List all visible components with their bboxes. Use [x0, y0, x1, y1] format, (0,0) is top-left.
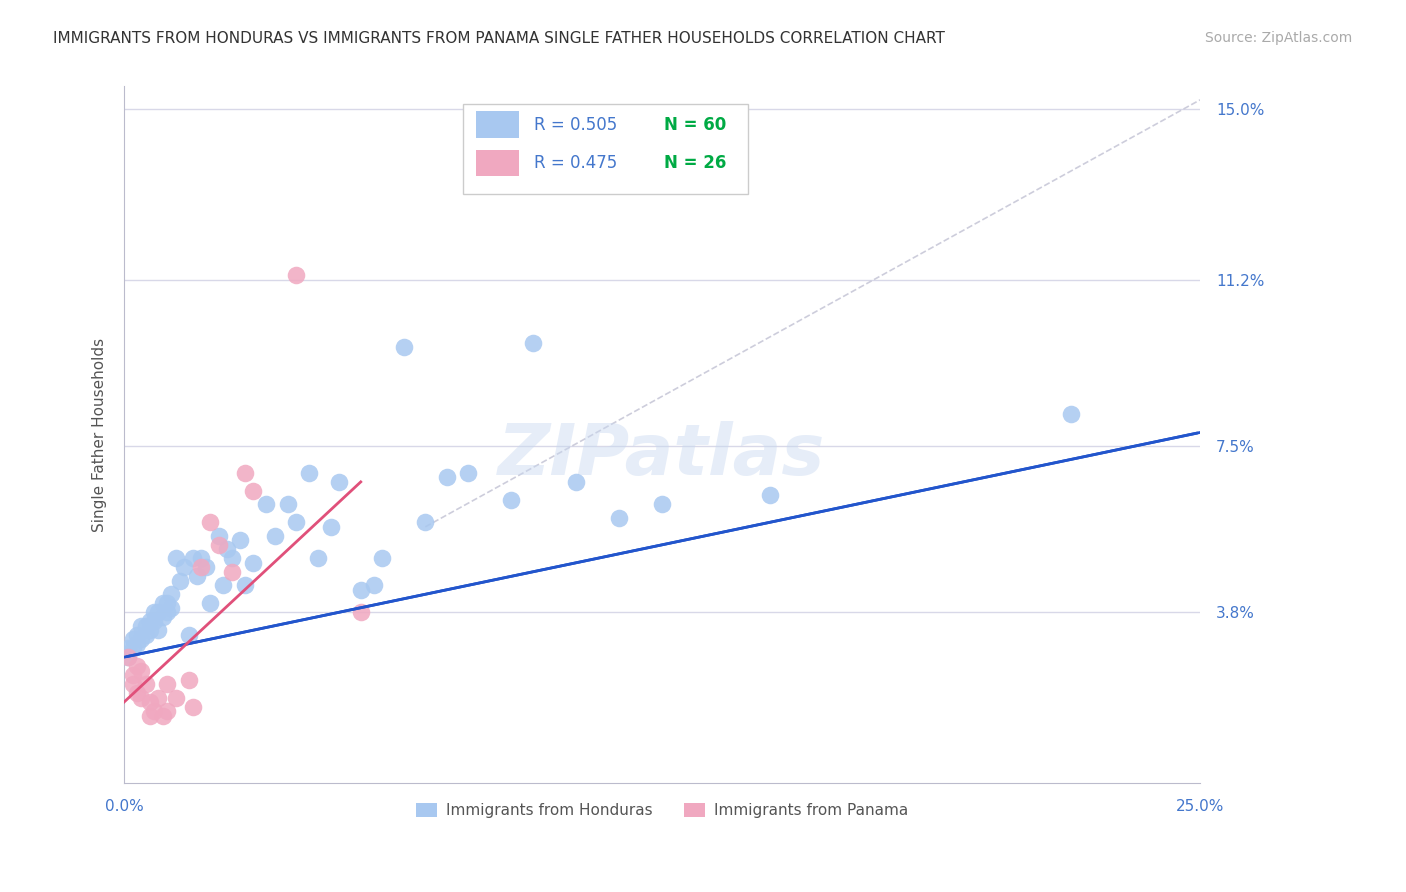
Point — [501, 492, 523, 507]
Point — [177, 673, 200, 687]
Point — [156, 704, 179, 718]
Point — [121, 677, 143, 691]
Point — [148, 605, 170, 619]
Point — [221, 551, 243, 566]
Point — [121, 632, 143, 647]
Point — [242, 483, 264, 498]
Point — [134, 677, 156, 691]
Point — [121, 668, 143, 682]
Point — [129, 632, 152, 647]
Text: N = 26: N = 26 — [664, 154, 727, 172]
Text: R = 0.475: R = 0.475 — [534, 154, 617, 172]
Point — [651, 497, 673, 511]
Point — [165, 551, 187, 566]
Point — [125, 686, 148, 700]
Legend: Immigrants from Honduras, Immigrants from Panama: Immigrants from Honduras, Immigrants fro… — [409, 797, 914, 824]
Point — [139, 614, 162, 628]
Point — [173, 560, 195, 574]
Point — [186, 569, 208, 583]
Point — [436, 470, 458, 484]
FancyBboxPatch shape — [463, 103, 748, 194]
Point — [285, 516, 308, 530]
Point — [233, 466, 256, 480]
Point — [263, 529, 285, 543]
Point — [160, 587, 183, 601]
Point — [758, 488, 780, 502]
Point — [190, 551, 212, 566]
Point — [242, 556, 264, 570]
Y-axis label: Single Father Households: Single Father Households — [93, 338, 107, 532]
Point — [117, 650, 139, 665]
Point — [181, 551, 204, 566]
Point — [152, 708, 174, 723]
Point — [156, 605, 179, 619]
Point — [522, 335, 544, 350]
Point — [328, 475, 350, 489]
Point — [177, 628, 200, 642]
FancyBboxPatch shape — [475, 150, 519, 177]
Point — [371, 551, 394, 566]
Point — [565, 475, 588, 489]
Point — [233, 578, 256, 592]
Point — [307, 551, 329, 566]
Point — [143, 704, 166, 718]
Point — [181, 699, 204, 714]
Point — [413, 516, 436, 530]
Point — [156, 596, 179, 610]
Point — [165, 690, 187, 705]
Point — [1060, 408, 1083, 422]
Point — [129, 618, 152, 632]
Point — [156, 677, 179, 691]
Point — [198, 516, 221, 530]
Point — [143, 614, 166, 628]
Point — [148, 690, 170, 705]
Point — [121, 641, 143, 656]
Point — [143, 605, 166, 619]
Point — [221, 565, 243, 579]
Point — [169, 574, 191, 588]
Point — [208, 529, 231, 543]
Text: R = 0.505: R = 0.505 — [534, 116, 617, 134]
Point — [129, 690, 152, 705]
Point — [607, 511, 630, 525]
Point — [139, 695, 162, 709]
Point — [254, 497, 277, 511]
Point — [277, 497, 299, 511]
Point — [134, 628, 156, 642]
Point — [392, 340, 415, 354]
Point — [125, 659, 148, 673]
Point — [363, 578, 385, 592]
Point — [152, 609, 174, 624]
FancyBboxPatch shape — [475, 112, 519, 138]
Point — [139, 624, 162, 638]
Point — [208, 538, 231, 552]
Point — [190, 560, 212, 574]
Point — [139, 708, 162, 723]
Point — [319, 520, 342, 534]
Point — [125, 637, 148, 651]
Point — [134, 618, 156, 632]
Point — [160, 600, 183, 615]
Point — [198, 596, 221, 610]
Text: N = 60: N = 60 — [665, 116, 727, 134]
Point — [117, 650, 139, 665]
Text: ZIPatlas: ZIPatlas — [498, 421, 825, 490]
Text: IMMIGRANTS FROM HONDURAS VS IMMIGRANTS FROM PANAMA SINGLE FATHER HOUSEHOLDS CORR: IMMIGRANTS FROM HONDURAS VS IMMIGRANTS F… — [53, 31, 945, 46]
Point — [152, 596, 174, 610]
Point — [229, 533, 252, 548]
Point — [217, 542, 239, 557]
Point — [117, 641, 139, 656]
Point — [194, 560, 217, 574]
Point — [350, 582, 373, 597]
Point — [212, 578, 235, 592]
Point — [125, 628, 148, 642]
Point — [285, 268, 308, 282]
Point — [129, 664, 152, 678]
Point — [298, 466, 321, 480]
Point — [457, 466, 479, 480]
Point — [350, 605, 373, 619]
Text: Source: ZipAtlas.com: Source: ZipAtlas.com — [1205, 31, 1353, 45]
Point — [148, 624, 170, 638]
